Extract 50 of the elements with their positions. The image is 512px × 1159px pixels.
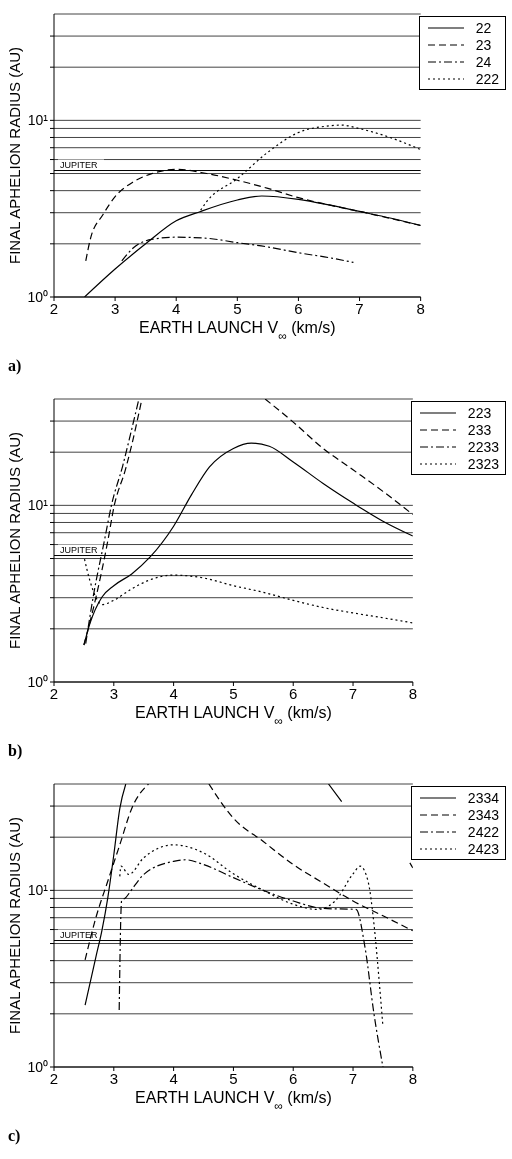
x-tick-label: 6 [294, 299, 303, 317]
legend-label: 2334 [467, 789, 499, 806]
legend-label: 2233 [467, 438, 499, 455]
x-tick-label: 8 [408, 1069, 418, 1087]
y-tick-label: 10¹ [27, 497, 49, 514]
legend-label: 223 [467, 404, 492, 421]
x-axis-title: EARTH LAUNCH V$_{∞}$ (km/s) [135, 704, 332, 728]
y-axis-title: FINAL APHELION RADIUS (AU) [6, 47, 23, 264]
legend-label: 2343 [467, 806, 499, 823]
legend-label: 22 [475, 19, 492, 36]
y-tick-label: 10¹ [27, 882, 49, 899]
legend-label: 233 [467, 421, 492, 438]
y-tick-label: 10⁰ [27, 288, 48, 305]
x-tick-label: 2 [49, 299, 59, 317]
legend-label: 24 [475, 53, 492, 70]
legend-label: 2323 [467, 455, 499, 472]
legend-label: 222 [475, 70, 499, 87]
x-tick-label: 4 [169, 684, 178, 702]
x-tick-label: 3 [110, 299, 120, 317]
x-tick-label: 5 [233, 299, 242, 317]
x-tick-label: 6 [289, 684, 298, 702]
y-tick-label: 10⁰ [27, 673, 48, 690]
y-axis-title: FINAL APHELION RADIUS (AU) [6, 432, 23, 649]
x-tick-label: 7 [348, 684, 358, 702]
legend-label: 2422 [467, 823, 499, 840]
y-tick-label: 10¹ [27, 112, 49, 129]
x-tick-label: 8 [416, 299, 425, 317]
x-tick-label: 6 [289, 1069, 298, 1087]
y-tick-label: 10⁰ [27, 1058, 48, 1075]
x-tick-label: 4 [169, 1069, 178, 1087]
x-tick-label: 4 [172, 299, 181, 317]
x-tick-label: 3 [109, 1069, 118, 1087]
x-tick-label: 7 [348, 1069, 358, 1087]
x-tick-label: 5 [229, 684, 238, 702]
y-axis-title: FINAL APHELION RADIUS (AU) [6, 817, 23, 1034]
x-tick-label: 2 [49, 1069, 59, 1087]
x-axis-title: EARTH LAUNCH V$_{∞}$ (km/s) [138, 319, 336, 343]
legend-label: 2423 [467, 840, 499, 857]
x-tick-label: 7 [355, 299, 364, 317]
ref-line-label: JUPITER [60, 545, 98, 556]
ref-line-label: JUPITER [60, 160, 98, 171]
x-tick-label: 5 [229, 1069, 238, 1087]
x-tick-label: 8 [408, 684, 418, 702]
text: a) [8, 357, 22, 375]
text: c) [8, 1127, 21, 1145]
x-axis-title: EARTH LAUNCH V$_{∞}$ (km/s) [135, 1089, 332, 1113]
x-tick-label: 2 [49, 684, 59, 702]
text: b) [8, 742, 23, 760]
x-tick-label: 3 [109, 684, 118, 702]
legend-label: 23 [475, 36, 492, 53]
